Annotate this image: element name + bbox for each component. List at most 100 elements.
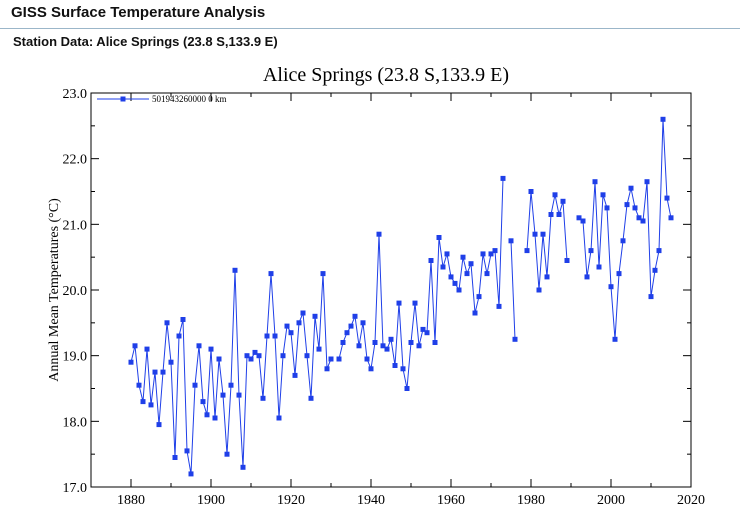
data-point xyxy=(348,323,354,329)
y-tick-label: 18.0 xyxy=(63,415,88,430)
data-point xyxy=(616,271,622,277)
data-point xyxy=(448,274,454,280)
data-point xyxy=(144,346,150,352)
data-point xyxy=(368,366,374,372)
data-point xyxy=(452,280,458,286)
data-point xyxy=(604,205,610,211)
data-point xyxy=(432,340,438,345)
data-point xyxy=(600,192,606,198)
data-point xyxy=(404,386,410,391)
data-point xyxy=(328,356,334,362)
data-point xyxy=(288,330,294,336)
legend: 501943260000 0 km xyxy=(97,94,227,104)
data-point xyxy=(224,451,230,457)
chart-title: Alice Springs (23.8 S,133.9 E) xyxy=(263,64,509,86)
data-point xyxy=(128,359,134,365)
data-point xyxy=(284,323,290,329)
data-point xyxy=(400,366,406,372)
plot-frame xyxy=(90,92,692,488)
data-point xyxy=(372,340,378,345)
data-point xyxy=(164,320,170,326)
x-tick-label: 2020 xyxy=(677,493,705,508)
data-point xyxy=(416,343,422,349)
series-line xyxy=(510,240,516,340)
data-point xyxy=(256,353,262,359)
x-tick-label: 1920 xyxy=(277,493,305,508)
data-point xyxy=(656,248,662,254)
data-point xyxy=(492,248,498,254)
data-point xyxy=(464,271,470,277)
data-point xyxy=(484,271,490,277)
data-point xyxy=(472,310,478,316)
data-point xyxy=(644,179,650,185)
data-point xyxy=(424,330,430,336)
data-point xyxy=(168,359,174,365)
data-point xyxy=(232,267,238,273)
temperature-chart: Alice Springs (23.8 S,133.9 E) 17.0 18.0 1… xyxy=(47,64,705,508)
data-point xyxy=(508,238,514,244)
data-point xyxy=(576,215,582,221)
data-point xyxy=(608,284,614,290)
data-point xyxy=(544,274,550,280)
data-point xyxy=(480,251,486,257)
data-point xyxy=(220,392,226,398)
y-axis-title: Annual Mean Temperatures (°C) xyxy=(47,198,62,382)
data-point xyxy=(320,271,326,277)
data-point xyxy=(208,346,214,352)
data-point xyxy=(540,231,546,237)
data-point xyxy=(468,261,474,267)
data-point xyxy=(556,212,562,217)
page-header: GISS Surface Temperature Analysis xyxy=(0,0,740,29)
legend-label: 501943260000 0 km xyxy=(152,94,227,104)
data-point xyxy=(300,310,306,316)
x-tick-label: 1960 xyxy=(437,493,465,508)
data-point xyxy=(380,343,386,349)
x-tick-label: 1880 xyxy=(117,493,145,508)
series-line xyxy=(338,178,504,389)
data-point xyxy=(260,395,266,401)
data-point xyxy=(588,248,594,254)
data-point xyxy=(352,313,358,319)
x-tick-label: 1900 xyxy=(197,493,225,508)
data-point xyxy=(528,189,534,194)
station-heading: Station Data: Alice Springs (23.8 S,133.… xyxy=(13,34,278,49)
data-point xyxy=(408,340,414,345)
data-point xyxy=(308,395,314,401)
data-point xyxy=(640,218,646,224)
data-point xyxy=(324,366,330,372)
data-point xyxy=(660,116,666,122)
data-point xyxy=(532,231,538,237)
data-point xyxy=(652,267,658,273)
data-point xyxy=(564,258,570,263)
data-point xyxy=(580,218,586,224)
x-tick-label: 2000 xyxy=(597,493,625,508)
data-point xyxy=(668,215,674,221)
y-tick-label: 19.0 xyxy=(63,350,88,365)
data-point xyxy=(272,333,278,339)
y-tick-label: 23.0 xyxy=(63,87,88,102)
data-point xyxy=(176,333,182,339)
data-point xyxy=(344,330,350,336)
data-point xyxy=(172,455,178,460)
data-point xyxy=(428,258,434,263)
data-point xyxy=(624,202,630,208)
data-point xyxy=(204,412,210,418)
data-point xyxy=(268,271,274,277)
data-point xyxy=(512,336,518,342)
data-point xyxy=(244,353,250,359)
data-point xyxy=(212,415,218,421)
data-point xyxy=(440,264,446,270)
data-point xyxy=(360,320,366,326)
data-point xyxy=(200,399,206,405)
data-point xyxy=(536,287,542,293)
data-point xyxy=(648,294,654,300)
data-point xyxy=(136,382,142,388)
data-point xyxy=(152,369,158,375)
data-point xyxy=(412,300,418,306)
data-point xyxy=(184,448,190,454)
data-point xyxy=(560,198,566,204)
data-point xyxy=(140,399,146,405)
data-point xyxy=(444,251,450,257)
data-point xyxy=(296,320,302,326)
data-point xyxy=(392,363,398,368)
